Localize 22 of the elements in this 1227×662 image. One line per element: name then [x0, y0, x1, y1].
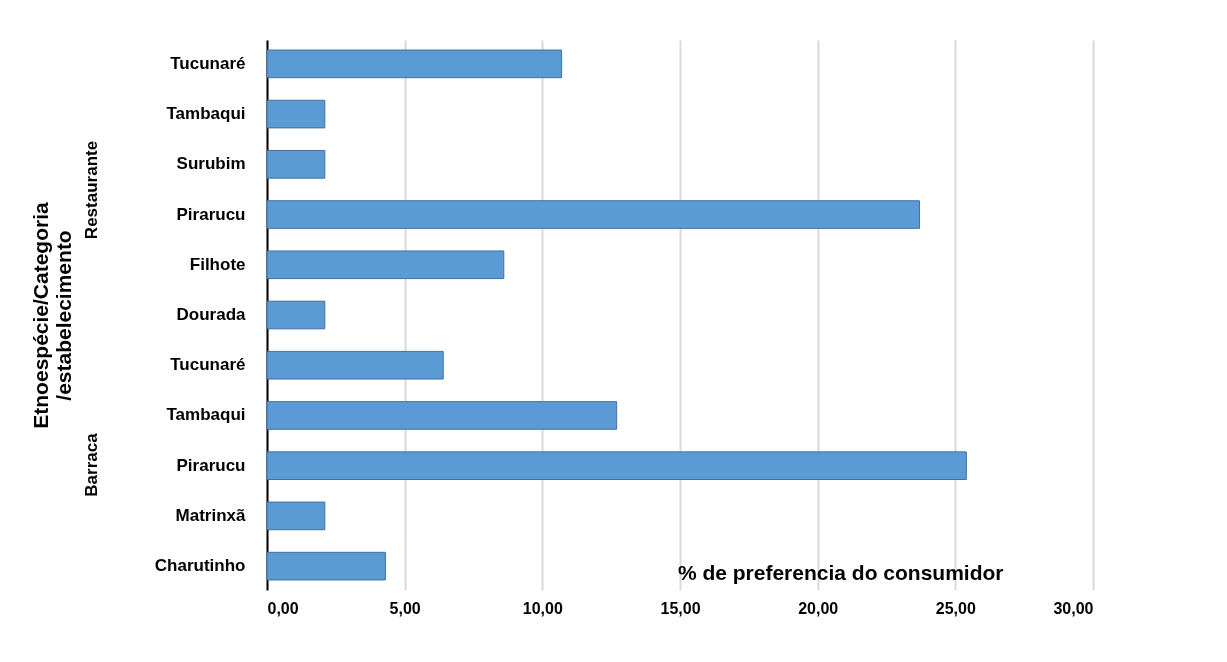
- y-axis-title: Etnoespécie/Categoria /estabelecimento: [28, 201, 75, 429]
- y-tick-label: Filhote: [189, 254, 246, 274]
- x-axis-title: % de preferencia do consumidor: [677, 560, 1004, 584]
- x-tick-label: 30,00: [1053, 599, 1094, 617]
- text: Restaurante: [82, 140, 101, 240]
- x-tick-label: 0,00: [267, 599, 299, 617]
- y-tick-label: Tambaqui: [166, 405, 246, 425]
- x-tick-label: 25,00: [935, 599, 976, 617]
- y-tick-label: Pirarucu: [176, 204, 246, 224]
- x-tick-label: 15,00: [660, 599, 701, 617]
- y-tick-label: Dourada: [176, 305, 247, 324]
- x-tick-label: 5,00: [389, 599, 421, 617]
- x-tick-label: 20,00: [798, 599, 839, 617]
- y-tick-label: Tucunaré: [170, 53, 246, 73]
- y-tick-label: Tucunaré: [170, 355, 246, 375]
- x-tick-label: 10,00: [522, 599, 563, 617]
- y-tick-label: Charutinho: [154, 556, 246, 576]
- y-tick-label: Pirarucu: [176, 455, 246, 475]
- y-tick-label: Matrinxã: [175, 505, 247, 525]
- text: Barraca: [82, 432, 101, 497]
- y-tick-label: Tambaqui: [166, 104, 246, 124]
- y-tick-label: Surubim: [176, 154, 246, 174]
